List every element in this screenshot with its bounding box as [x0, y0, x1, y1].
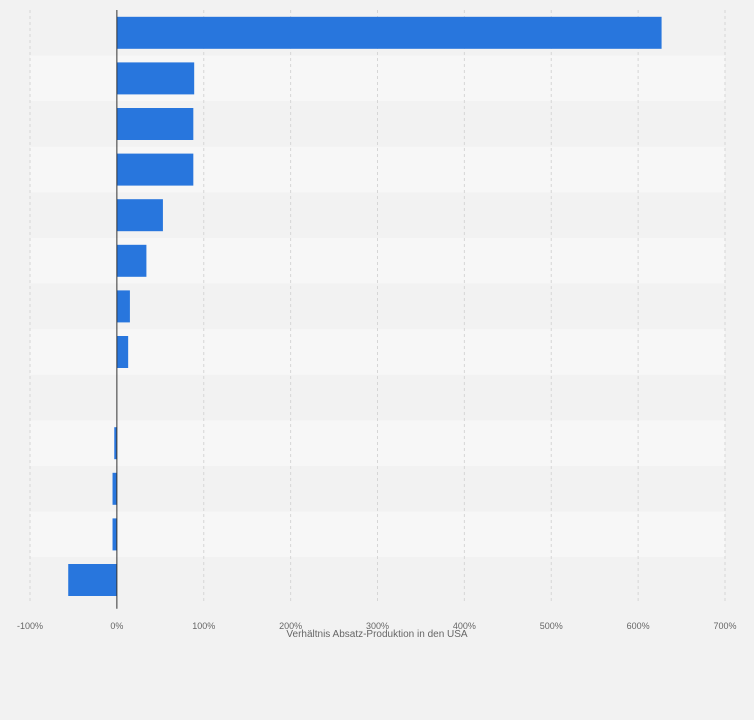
bar — [116, 290, 130, 323]
bar — [116, 244, 147, 277]
bar — [114, 427, 117, 460]
x-tick-label: 400% — [453, 621, 476, 631]
bar — [116, 336, 129, 368]
x-tick-label: 600% — [627, 621, 650, 631]
x-tick-label: 700% — [713, 621, 736, 631]
x-tick-label: 500% — [540, 621, 563, 631]
bar — [112, 472, 117, 505]
bar — [116, 199, 163, 232]
x-tick-label: 300% — [366, 621, 389, 631]
bar — [68, 564, 117, 596]
x-axis-title: Verhältnis Absatz-Produktion in den USA — [286, 629, 468, 640]
x-tick-label: 100% — [192, 621, 215, 631]
x-tick-label: 200% — [279, 621, 302, 631]
bar — [116, 16, 662, 49]
gridlines — [29, 10, 726, 603]
x-tick-labels: -100% 0% 100% 200% 300% 400% 500% 600% 700% — [17, 621, 737, 631]
x-tick-label: 0% — [110, 621, 123, 631]
bar — [116, 153, 194, 186]
x-tick-label: -100% — [17, 621, 43, 631]
bar — [112, 518, 117, 551]
bar — [116, 108, 194, 140]
bar — [116, 62, 195, 95]
bars — [68, 16, 662, 596]
